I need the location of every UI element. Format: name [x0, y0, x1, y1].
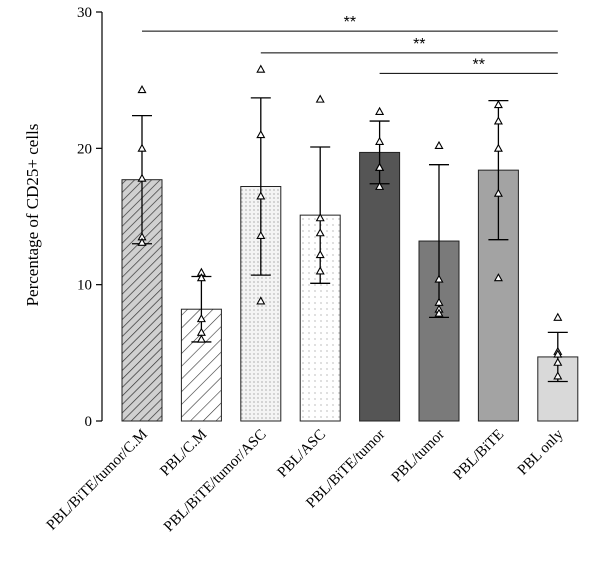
- data-point: [375, 136, 385, 145]
- data-point: [553, 349, 563, 358]
- y-axis: 0 10 20 30: [77, 5, 103, 430]
- significance-layer: ** ** **: [142, 14, 558, 74]
- data-point: [375, 106, 385, 115]
- data-point: [256, 296, 266, 305]
- significance-label: **: [472, 56, 484, 73]
- category-label: PBL/BiTE: [451, 427, 508, 484]
- data-points-layer: [137, 64, 563, 380]
- data-point: [256, 191, 266, 200]
- data-point: [553, 312, 563, 321]
- y-tick-label: 20: [77, 141, 92, 157]
- category-label: PBL/tumor: [389, 427, 448, 486]
- data-point: [196, 314, 206, 323]
- data-point: [493, 273, 503, 282]
- y-axis-title: Percentage of CD25+ cells: [23, 124, 42, 307]
- category-label: PBL/C.M: [157, 427, 210, 480]
- data-point: [315, 249, 325, 259]
- data-point: [315, 266, 325, 275]
- category-label: PBL/ASC: [275, 427, 329, 481]
- data-point: [375, 181, 385, 190]
- data-point: [137, 143, 147, 152]
- category-label: PBL only: [515, 426, 567, 478]
- data-point: [196, 334, 206, 343]
- data-point: [137, 237, 147, 246]
- data-point: [256, 230, 266, 240]
- data-point: [256, 129, 266, 139]
- data-point: [553, 357, 563, 366]
- data-point: [493, 188, 503, 197]
- data-point: [493, 99, 503, 109]
- data-point: [137, 84, 147, 94]
- bar: [359, 151, 401, 422]
- data-point: [434, 140, 444, 150]
- data-point: [137, 173, 147, 182]
- y-tick-label: 30: [77, 5, 92, 21]
- data-point: [493, 143, 503, 152]
- y-tick-label: 10: [77, 278, 92, 294]
- data-point: [434, 308, 444, 317]
- data-point: [315, 213, 325, 222]
- category-label: PBL/BiTE/tumor/C.M: [44, 427, 151, 534]
- data-point: [315, 228, 325, 237]
- y-tick-label: 0: [85, 414, 93, 430]
- data-point: [553, 371, 563, 380]
- data-point: [375, 162, 385, 171]
- bar: [418, 240, 460, 422]
- data-point: [315, 94, 325, 103]
- data-point: [196, 273, 206, 282]
- significance-label: **: [344, 14, 356, 31]
- data-point: [434, 274, 444, 283]
- significance-label: **: [413, 36, 425, 53]
- x-axis-labels: PBL/BiTE/tumor/C.M PBL/C.MPBL/BiTE/tumor/…: [44, 426, 567, 535]
- data-point: [493, 116, 503, 125]
- data-point: [256, 64, 266, 73]
- category-label: PBL/BiTE/tumor/ASC: [161, 427, 270, 536]
- bars-layer: [121, 151, 579, 422]
